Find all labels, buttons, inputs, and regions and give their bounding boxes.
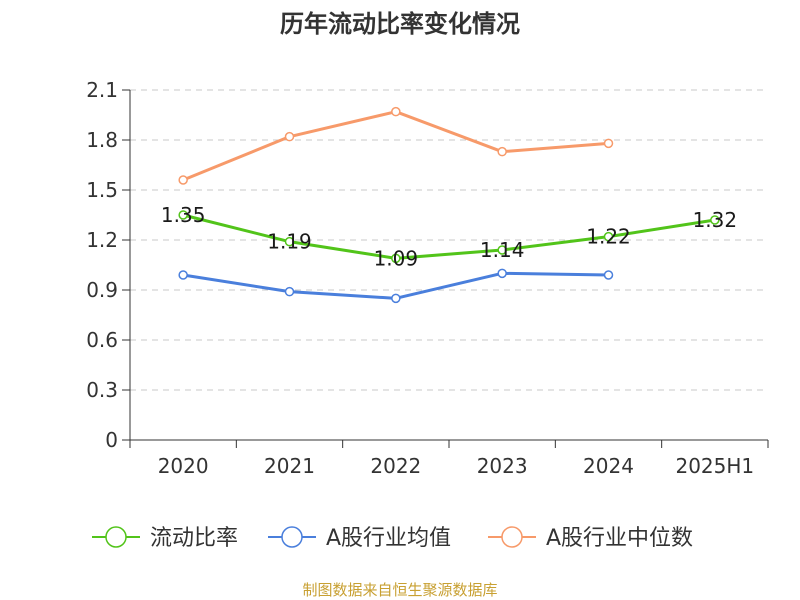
axes: 0 0.3 0.6 0.9 1.2 1.5 1.8 2.1 2020 2021 2022 2023 20… bbox=[86, 78, 769, 478]
source-note: 制图数据来自恒生聚源数据库 bbox=[302, 581, 497, 599]
legend-item-2[interactable]: A股行业中位数 bbox=[488, 526, 693, 551]
data-point[interactable] bbox=[603, 138, 614, 149]
y-tick-label: 2.1 bbox=[86, 78, 118, 102]
series-layer bbox=[178, 106, 720, 304]
y-tick-label: 1.2 bbox=[86, 228, 118, 252]
data-point[interactable] bbox=[178, 210, 188, 220]
legend-label: 流动比率 bbox=[150, 526, 238, 551]
data-point[interactable] bbox=[497, 245, 507, 255]
y-tick-label: 0.9 bbox=[86, 278, 118, 302]
x-tick-label: 2020 bbox=[158, 454, 209, 478]
data-point[interactable] bbox=[391, 106, 401, 117]
data-label: 1.22 bbox=[586, 225, 631, 249]
legend-label: A股行业均值 bbox=[326, 526, 451, 551]
series-1 bbox=[178, 268, 614, 304]
data-label: 1.14 bbox=[480, 238, 525, 262]
series-line bbox=[182, 110, 609, 182]
y-tick-label: 0.6 bbox=[86, 328, 118, 352]
x-tick-label: 2022 bbox=[370, 454, 421, 478]
x-tick-label: 2023 bbox=[477, 454, 528, 478]
series-0 bbox=[178, 210, 720, 264]
data-point[interactable] bbox=[603, 231, 614, 242]
y-tick-label: 0.3 bbox=[86, 378, 118, 402]
data-point[interactable] bbox=[391, 293, 401, 304]
legend-marker bbox=[501, 526, 523, 548]
data-point[interactable] bbox=[497, 146, 507, 157]
data-label: 1.19 bbox=[267, 230, 312, 254]
data-point[interactable] bbox=[178, 270, 188, 280]
legend-label: A股行业中位数 bbox=[546, 526, 693, 551]
legend: 流动比率 A股行业均值 A股行业中位数 bbox=[92, 526, 693, 551]
legend-item-0[interactable]: 流动比率 bbox=[92, 526, 238, 551]
x-tick-label: 2024 bbox=[583, 454, 634, 478]
grid-lines bbox=[130, 89, 768, 391]
chart-title: 历年流动比率变化情况 bbox=[280, 10, 520, 38]
data-point[interactable] bbox=[284, 286, 295, 297]
data-labels: 1.35 1.19 1.09 1.14 1.22 1.32 bbox=[161, 203, 737, 270]
data-label: 1.32 bbox=[693, 208, 738, 232]
y-tick-label: 1.8 bbox=[86, 128, 118, 152]
data-point[interactable] bbox=[497, 268, 507, 279]
data-point[interactable] bbox=[284, 131, 295, 142]
data-point[interactable] bbox=[603, 270, 614, 280]
y-tick-label: 1.5 bbox=[86, 178, 118, 202]
legend-marker bbox=[105, 526, 127, 548]
x-tick-label: 2025H1 bbox=[675, 454, 754, 478]
data-label: 1.35 bbox=[161, 203, 206, 227]
data-point[interactable] bbox=[178, 175, 188, 185]
y-tick-label: 0 bbox=[105, 428, 118, 452]
data-point[interactable] bbox=[391, 253, 401, 264]
data-point[interactable] bbox=[710, 215, 720, 225]
data-label: 1.09 bbox=[374, 246, 419, 270]
legend-item-1[interactable]: A股行业均值 bbox=[268, 526, 451, 551]
x-tick-label: 2021 bbox=[264, 454, 315, 478]
series-line bbox=[182, 213, 716, 260]
legend-marker bbox=[281, 526, 303, 548]
series-2 bbox=[178, 106, 614, 185]
data-point[interactable] bbox=[284, 236, 295, 247]
